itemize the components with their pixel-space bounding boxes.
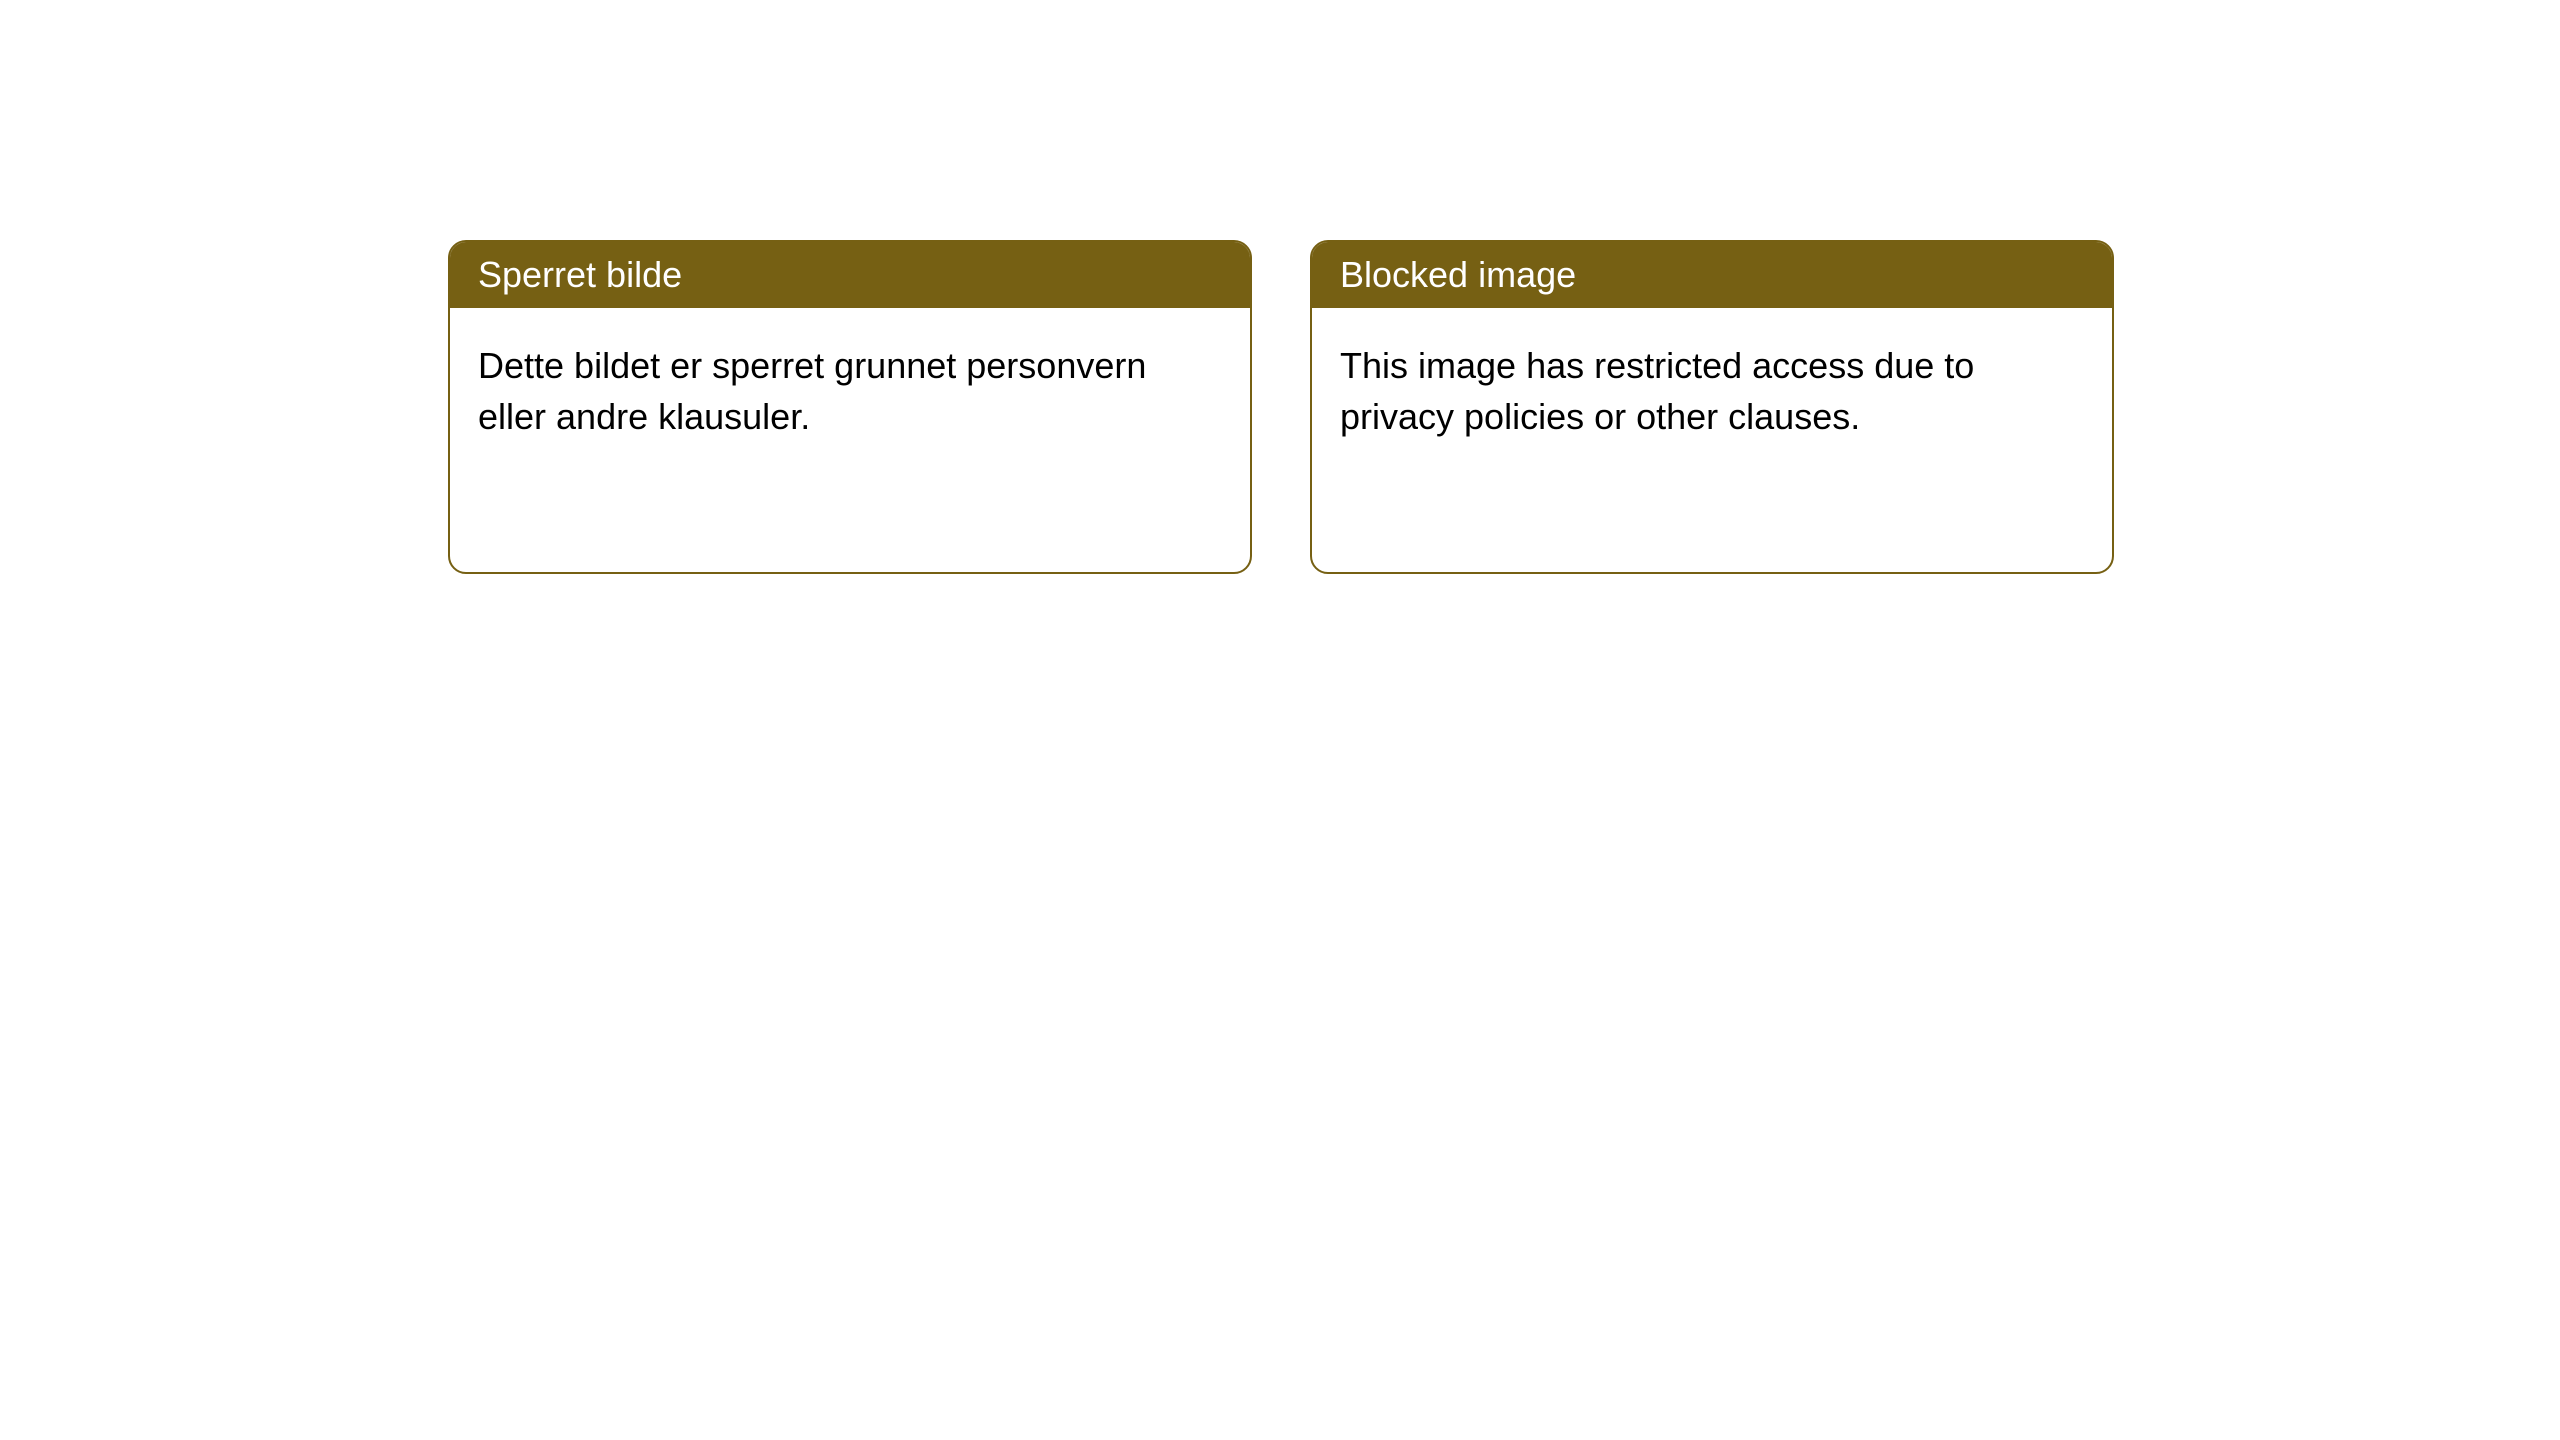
notice-container: Sperret bilde Dette bildet er sperret gr… <box>0 0 2560 574</box>
notice-title: Blocked image <box>1340 254 1576 295</box>
notice-body-text: This image has restricted access due to … <box>1340 345 1974 437</box>
notice-header: Blocked image <box>1312 242 2112 308</box>
notice-card-english: Blocked image This image has restricted … <box>1310 240 2114 574</box>
notice-title: Sperret bilde <box>478 254 682 295</box>
notice-card-norwegian: Sperret bilde Dette bildet er sperret gr… <box>448 240 1252 574</box>
notice-body: This image has restricted access due to … <box>1312 308 2112 474</box>
notice-body-text: Dette bildet er sperret grunnet personve… <box>478 345 1146 437</box>
notice-body: Dette bildet er sperret grunnet personve… <box>450 308 1250 474</box>
notice-header: Sperret bilde <box>450 242 1250 308</box>
